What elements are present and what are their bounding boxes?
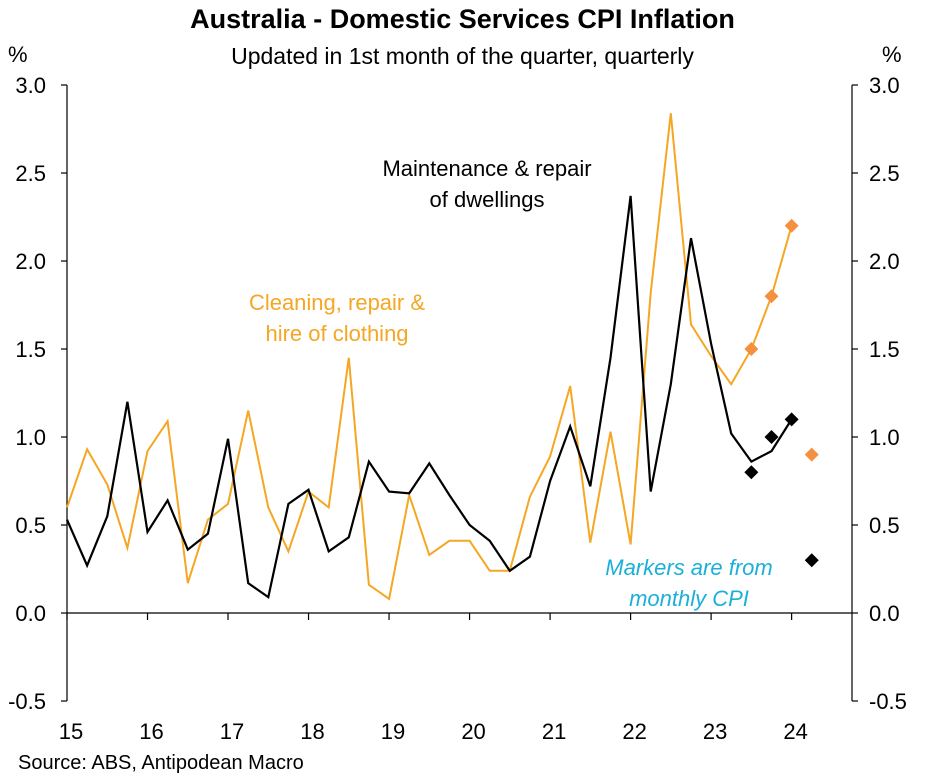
marker-cleaning-monthly bbox=[784, 218, 799, 233]
y-tick-label-left: 0.5 bbox=[15, 513, 46, 538]
x-tick-label: 19 bbox=[381, 719, 405, 744]
y-tick-label-left: 0.0 bbox=[15, 601, 46, 626]
source-note: Source: ABS, Antipodean Macro bbox=[18, 752, 304, 774]
x-tick-label: 18 bbox=[300, 719, 324, 744]
marker-maintenance-monthly bbox=[804, 553, 819, 568]
marker-cleaning-monthly bbox=[744, 342, 759, 356]
y-tick-label-left: 1.5 bbox=[15, 337, 46, 362]
annotation-markers-note: Markers are from bbox=[605, 555, 772, 580]
marker-cleaning-monthly bbox=[764, 289, 779, 304]
x-tick-label: 17 bbox=[220, 719, 244, 744]
y-tick-label-right: 0.0 bbox=[869, 601, 900, 626]
marker-layer bbox=[744, 218, 819, 568]
marker-maintenance-monthly bbox=[784, 412, 799, 427]
annotation-markers-note: monthly CPI bbox=[629, 586, 749, 611]
label-layer: Cleaning, repair & hire of clothing Mainte… bbox=[249, 156, 773, 611]
x-tick-label: 20 bbox=[461, 719, 485, 744]
series-layer bbox=[65, 113, 793, 601]
x-tick-label: 24 bbox=[783, 719, 807, 744]
y-tick-label-right: -0.5 bbox=[869, 689, 907, 714]
x-tick-label: 21 bbox=[542, 719, 566, 744]
y-tick-label-right: 3.0 bbox=[869, 73, 900, 98]
x-tick-label: 16 bbox=[139, 719, 163, 744]
series-label-cleaning: Cleaning, repair & bbox=[249, 290, 425, 315]
chart-subtitle: Updated in 1st month of the quarter, qua… bbox=[231, 43, 694, 69]
series-label-maintenance: Maintenance & repair bbox=[382, 156, 591, 181]
y-tick-label-left: 3.0 bbox=[15, 73, 46, 98]
series-line-maintenance bbox=[65, 195, 793, 600]
y-tick-label-right: 1.5 bbox=[869, 337, 900, 362]
axes: -0.5 -0.5 0.0 0.0 0.5 0.5 1.0 1.0 1.5 1.5 2.0 2.0 2.… bbox=[8, 73, 907, 744]
marker-cleaning-monthly bbox=[804, 447, 819, 462]
y-tick-label-right: 2.0 bbox=[869, 249, 900, 274]
x-tick-label: 23 bbox=[703, 719, 727, 744]
y-tick-label-left: -0.5 bbox=[8, 689, 46, 714]
chart-title: Australia - Domestic Services CPI Inflat… bbox=[190, 4, 735, 34]
x-tick-label: 22 bbox=[622, 719, 646, 744]
y-tick-label-left: 2.0 bbox=[15, 249, 46, 274]
marker-maintenance-monthly bbox=[764, 430, 779, 444]
left-axis-unit: % bbox=[8, 42, 28, 67]
marker-maintenance-monthly bbox=[744, 465, 759, 480]
x-tick-label: 15 bbox=[59, 719, 83, 744]
y-tick-label-left: 2.5 bbox=[15, 161, 46, 186]
y-tick-label-right: 0.5 bbox=[869, 513, 900, 538]
y-tick-label-right: 2.5 bbox=[869, 161, 900, 186]
right-axis-unit: % bbox=[882, 42, 902, 67]
y-tick-label-right: 1.0 bbox=[869, 425, 900, 450]
series-label-cleaning: hire of clothing bbox=[265, 321, 408, 346]
series-line-cleaning bbox=[66, 113, 793, 601]
series-label-maintenance: of dwellings bbox=[430, 187, 545, 212]
y-tick-label-left: 1.0 bbox=[15, 425, 46, 450]
